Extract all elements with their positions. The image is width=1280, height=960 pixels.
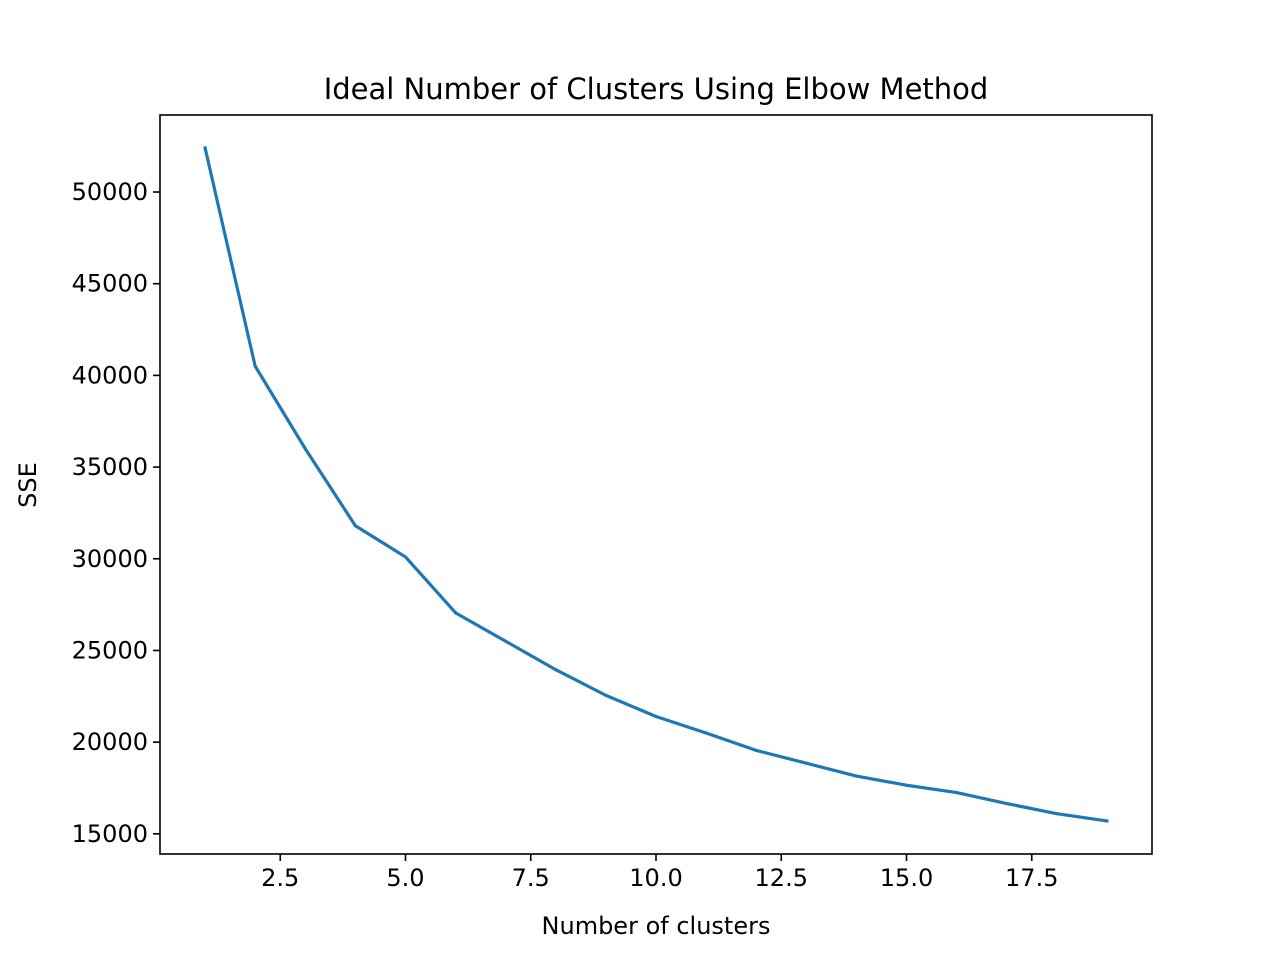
y-axis-label: SSE (14, 462, 42, 508)
y-tick-label: 45000 (72, 270, 148, 298)
y-tick-label: 25000 (72, 636, 148, 664)
data-point (554, 668, 558, 672)
x-tick-label: 15.0 (880, 864, 933, 892)
y-tick-label: 50000 (72, 178, 148, 206)
y-axis-ticks: 15000 20000 25000 30000 35000 40000 45000 50000 (72, 178, 160, 848)
data-point (1005, 801, 1009, 806)
series-layer (203, 146, 1109, 823)
data-point (804, 761, 808, 765)
data-point (504, 639, 508, 643)
x-axis-label: Number of clusters (542, 912, 771, 940)
data-point (704, 731, 708, 735)
data-point (454, 611, 458, 615)
data-point (654, 714, 658, 719)
data-point (353, 524, 357, 528)
y-tick-label: 15000 (72, 820, 148, 848)
x-axis-ticks: 2.5 5.0 7.5 10.0 12.5 15.0 17.5 (261, 854, 1058, 892)
y-tick-label: 30000 (72, 545, 148, 573)
data-point (253, 364, 257, 368)
data-point (955, 790, 959, 795)
data-point (1105, 819, 1109, 823)
data-point (1055, 812, 1059, 816)
plot-frame (159, 114, 1153, 855)
y-tick-label: 20000 (72, 728, 148, 756)
x-tick-label: 2.5 (261, 864, 299, 892)
x-tick-label: 7.5 (512, 864, 550, 892)
x-tick-label: 5.0 (386, 864, 424, 892)
data-point (303, 447, 307, 451)
data-point (754, 748, 758, 752)
series-line-0 (203, 146, 1109, 823)
x-tick-label: 10.0 (629, 864, 682, 892)
y-tick-label: 40000 (72, 361, 148, 389)
x-tick-label: 17.5 (1005, 864, 1058, 892)
data-point (403, 555, 408, 559)
chart-title: Ideal Number of Clusters Using Elbow Met… (324, 72, 989, 106)
x-tick-label: 12.5 (755, 864, 808, 892)
data-point (854, 774, 859, 778)
data-point (604, 693, 608, 697)
y-tick-label: 35000 (72, 453, 148, 481)
data-point (904, 783, 909, 787)
data-point (203, 146, 207, 150)
